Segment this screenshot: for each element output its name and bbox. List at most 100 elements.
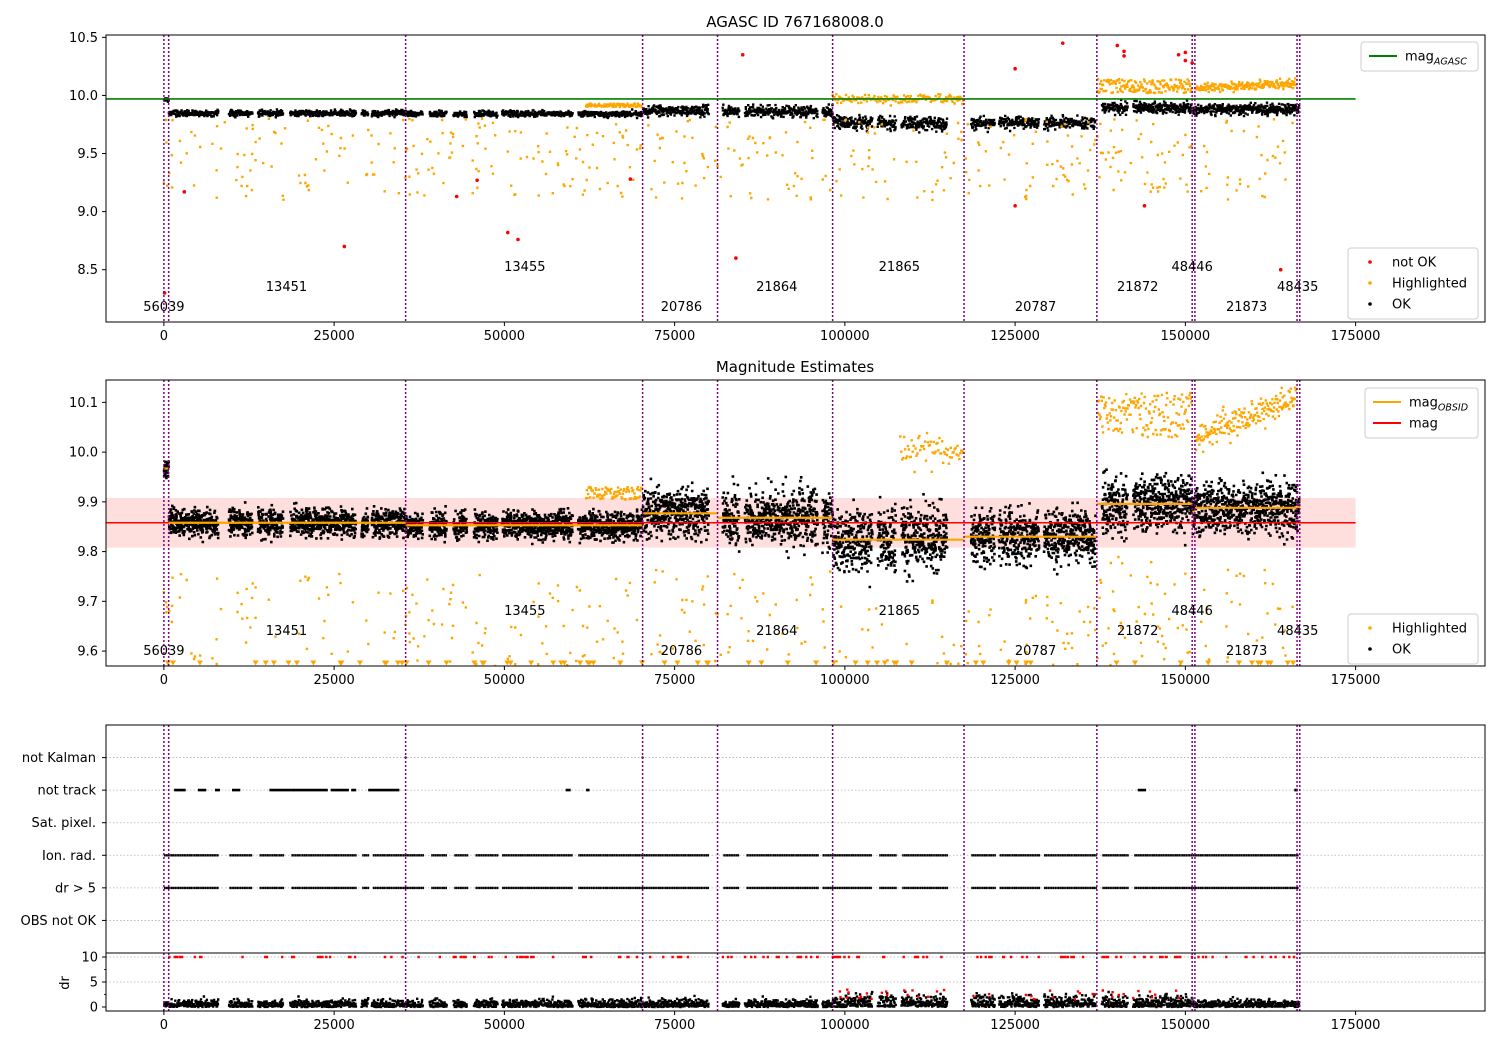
- clipped-marker: [1205, 660, 1212, 666]
- clipped-marker: [443, 660, 450, 666]
- agasc-not-ok-point: [1142, 204, 1147, 208]
- axes-frame: [105, 724, 1486, 954]
- x-tick-label: 175000: [1331, 673, 1381, 688]
- clipped-marker: [471, 660, 478, 666]
- obsid-label: 48446: [1171, 260, 1212, 275]
- clipped-marker: [1013, 660, 1020, 666]
- clipped-marker: [617, 660, 624, 666]
- clipped-marker: [784, 660, 791, 666]
- x-tick-label: 50000: [484, 1018, 525, 1033]
- legend-status-estimates: Highlighted OK: [1347, 613, 1479, 665]
- obsid-label: 21864: [756, 624, 797, 639]
- clipped-marker: [1284, 660, 1291, 666]
- clipped-marker: [1005, 660, 1012, 666]
- clipped-marker: [425, 660, 432, 666]
- y-tick-label: 5: [90, 976, 98, 991]
- clipped-marker: [507, 660, 514, 666]
- dr-ok-points: [163, 990, 1301, 1009]
- agasc-not-ok-point: [1190, 61, 1194, 65]
- x-tick-label: 75000: [654, 673, 695, 688]
- x-tick-label: 50000: [484, 329, 525, 344]
- flags-axes: not Kalman not track Sat. pixel. Ion. rad. d…: [21, 724, 1486, 954]
- clipped-marker: [830, 660, 837, 666]
- agasc-not-ok-point: [1013, 204, 1017, 208]
- clipped-marker: [381, 660, 388, 666]
- clipped-marker: [1132, 660, 1139, 666]
- panel-dr: 0 25000 50000 75000 100000 125000 150000 175000…: [58, 951, 1486, 1033]
- agasc-highlighted-points: [162, 77, 1297, 202]
- clipped-marker: [1257, 660, 1264, 666]
- obsid-label: 20786: [661, 300, 702, 315]
- y-tick-label: 10.5: [69, 31, 98, 46]
- agasc-not-ok-point: [1122, 49, 1126, 54]
- y-tick-label: 10.1: [69, 396, 98, 411]
- obsid-label: 21865: [879, 604, 920, 619]
- clipped-marker: [1267, 660, 1274, 666]
- clipped-marker: [661, 660, 668, 666]
- obsid-label: 48435: [1277, 624, 1318, 639]
- clipped-marker: [528, 660, 535, 666]
- clipped-marker: [874, 660, 881, 666]
- clipped-marker: [164, 660, 171, 666]
- x-tick-label: 125000: [990, 1018, 1040, 1033]
- panel-flags: not Kalman not track Sat. pixel. Ion. rad. d…: [21, 724, 1486, 954]
- axes-frame: [105, 34, 1486, 323]
- y-tick-label: 10: [81, 951, 98, 966]
- legend-label: Highlighted: [1392, 622, 1467, 637]
- flag-row-label: Ion. rad.: [42, 849, 96, 864]
- agasc-not-ok-point: [182, 190, 187, 194]
- obsid-label: 13451: [266, 624, 307, 639]
- agasc-not-ok-point: [1278, 267, 1283, 272]
- agasc-not-ok-point: [734, 256, 738, 260]
- agasc-ok-points: [162, 97, 1301, 134]
- clipped-marker: [852, 660, 859, 666]
- legend-label: OK: [1392, 298, 1411, 313]
- legend-dot-swatch: [1368, 281, 1372, 285]
- clipped-marker: [1290, 660, 1297, 666]
- x-tick-label: 175000: [1331, 329, 1381, 344]
- obsid-label: 56039: [143, 644, 184, 659]
- x-tick-label: 0: [160, 329, 168, 344]
- clipped-marker: [943, 660, 950, 666]
- clipped-marker: [745, 660, 752, 666]
- panel-agasc: AGASC ID 767168008.0 56039 13451 13455 2078…: [69, 13, 1486, 344]
- flags-data-layer: [106, 725, 1485, 953]
- obsid-label: 20787: [1015, 300, 1056, 315]
- clipped-marker: [1177, 660, 1184, 666]
- flag-row-label: dr > 5: [55, 881, 96, 896]
- y-tick-label: 9.5: [77, 147, 98, 162]
- clipped-marker: [972, 660, 979, 666]
- x-tick-label: 0: [160, 1018, 168, 1033]
- obsid-label: 13455: [504, 604, 545, 619]
- legend-dot-swatch: [1368, 626, 1372, 630]
- obsid-label: 13451: [266, 280, 307, 295]
- y-tick-label: 10.0: [69, 89, 98, 104]
- obsid-label: 20787: [1015, 644, 1056, 659]
- x-tick-label: 175000: [1331, 1018, 1381, 1033]
- flag-row-label: Sat. pixel.: [32, 816, 96, 831]
- obsid-label: 13455: [504, 260, 545, 275]
- clipped-marker: [479, 660, 486, 666]
- clipped-marker: [674, 660, 681, 666]
- y-tick-label: 0: [90, 1001, 98, 1016]
- dr-not-ok-points: [168, 955, 1296, 1001]
- agasc-not-ok-point: [1013, 66, 1017, 71]
- clipped-marker: [758, 660, 765, 666]
- legend-label: OK: [1392, 643, 1411, 658]
- clipped-marker: [1113, 660, 1120, 666]
- clipped-marker: [704, 660, 711, 666]
- y-tick-label: 8.5: [77, 263, 98, 278]
- clipped-marker: [270, 660, 277, 666]
- x-tick-label: 150000: [1161, 673, 1211, 688]
- clipped-marker: [1236, 660, 1243, 666]
- legend-label: Highlighted: [1392, 277, 1467, 292]
- agasc-not-ok-point: [505, 230, 510, 235]
- legend-label: mag: [1409, 417, 1438, 432]
- clipped-marker: [561, 660, 568, 666]
- dr-axis-label: dr: [58, 976, 73, 990]
- obsid-label: 21865: [879, 260, 920, 275]
- x-tick-label: 125000: [990, 673, 1040, 688]
- y-tick-label: 10.0: [69, 446, 98, 461]
